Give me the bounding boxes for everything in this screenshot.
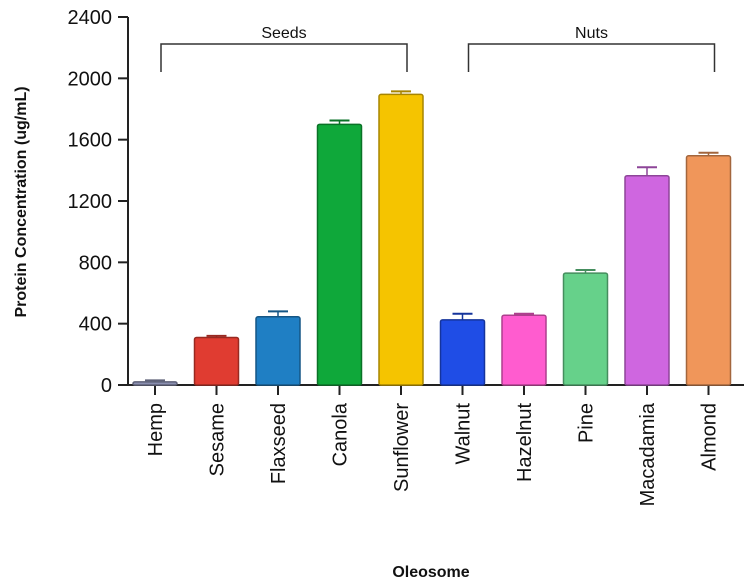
bar-flaxseed <box>255 316 301 386</box>
x-tick-label: Pine <box>576 403 598 443</box>
x-tick-label: Sunflower <box>391 403 413 492</box>
bar-hazelnut <box>501 314 547 386</box>
y-tick-label: 1600 <box>68 130 113 152</box>
x-tick-label: Macadamia <box>637 402 659 506</box>
x-axis-title: Oleosome <box>392 564 469 581</box>
group-bracket <box>467 43 716 72</box>
x-tick-label: Hemp <box>145 403 167 456</box>
bar-sesame <box>193 336 240 386</box>
y-tick-label: 0 <box>101 375 112 397</box>
x-tick-label: Sesame <box>207 403 229 476</box>
x-tick-label: Walnut <box>453 403 475 465</box>
group-bracket <box>160 43 408 72</box>
bar-almond <box>685 155 732 386</box>
y-tick-label: 800 <box>79 252 112 274</box>
group-label: Nuts <box>575 25 608 42</box>
y-axis-title: Protein Concentration (ug/mL) <box>13 86 30 317</box>
x-tick-label: Almond <box>699 403 721 471</box>
bar-canola <box>316 123 363 386</box>
group-label: Seeds <box>261 25 306 42</box>
bar-macadamia <box>624 174 670 386</box>
y-tick-label: 400 <box>79 314 112 336</box>
bar-hemp <box>132 381 178 386</box>
y-tick-label: 2000 <box>68 68 113 90</box>
bar-sunflower <box>378 93 424 386</box>
y-tick-label: 1200 <box>68 191 113 213</box>
x-tick-label: Canola <box>330 402 352 466</box>
y-tick-label: 2400 <box>68 7 113 29</box>
bar-walnut <box>439 319 486 386</box>
x-tick-label: Hazelnut <box>514 403 536 482</box>
x-tick-label: Flaxseed <box>268 403 290 484</box>
plot-area: 0 400 800 1200 1600 2000 2400 Hemp Sesame Flaxsee… <box>68 7 744 506</box>
bar-pine <box>562 272 609 386</box>
